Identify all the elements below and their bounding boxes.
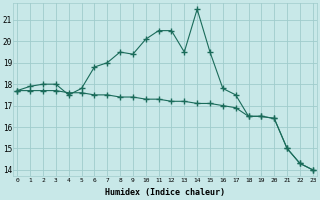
X-axis label: Humidex (Indice chaleur): Humidex (Indice chaleur) [105,188,225,197]
